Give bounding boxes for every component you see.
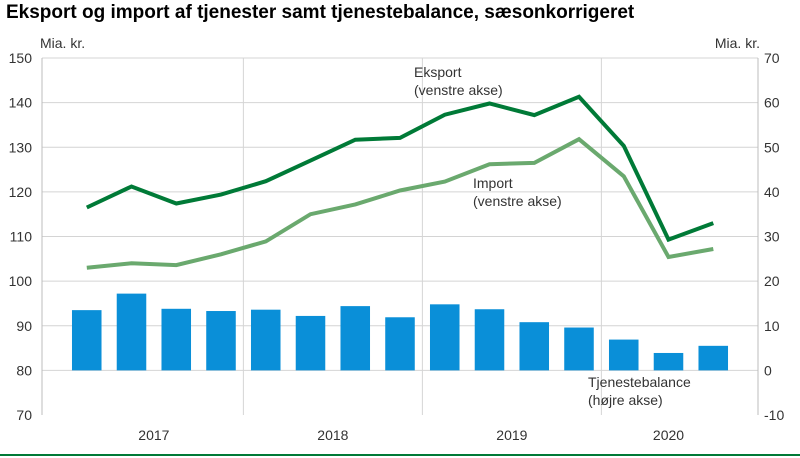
bar-series: [71, 293, 729, 371]
year-label: 2018: [317, 427, 348, 443]
left-tick-label: 130: [9, 139, 33, 155]
balance-bar: [519, 322, 550, 371]
balance-bar: [474, 309, 505, 371]
balance-bar: [340, 306, 371, 371]
year-label: 2017: [138, 427, 169, 443]
right-tick-label: 60: [764, 95, 780, 111]
left-tick-label: 90: [16, 318, 32, 334]
right-tick-label: 0: [764, 362, 772, 378]
left-tick-label: 70: [16, 407, 32, 423]
balance-bar: [295, 315, 326, 371]
left-axis-unit: Mia. kr.: [40, 35, 85, 51]
balance-bar: [429, 304, 460, 371]
right-axis-unit: Mia. kr.: [715, 35, 760, 51]
eksport-line: [85, 94, 714, 243]
left-tick-label: 110: [10, 229, 33, 245]
balance-bar: [653, 352, 684, 371]
balance-bar: [608, 339, 639, 371]
year-label: 2019: [496, 427, 527, 443]
right-tick-label: 30: [764, 229, 780, 245]
balance-bar: [564, 327, 594, 371]
balance-bar: [161, 308, 192, 371]
balance-bar: [385, 317, 415, 371]
balance-bar: [71, 310, 102, 371]
annotations: Eksport (venstre akse) Import (venstre akse…: [414, 64, 691, 408]
left-tick-label: 150: [9, 50, 33, 66]
year-label: 2020: [653, 427, 684, 443]
balance-axis-note: (højre akse): [588, 392, 663, 408]
left-tick-label: 120: [9, 184, 33, 200]
right-tick-label: 50: [764, 139, 780, 155]
right-tick-label: 20: [764, 273, 780, 289]
right-tick-label: 10: [764, 318, 780, 334]
line-series: [85, 94, 714, 270]
balance-label: Tjenestebalance: [588, 374, 691, 390]
eksport-axis-note: (venstre akse): [414, 82, 503, 98]
balance-bar: [116, 293, 147, 371]
balance-bar: [250, 309, 281, 371]
balance-bar: [698, 345, 729, 371]
right-tick-label: -10: [764, 407, 784, 423]
right-tick-label: 70: [764, 50, 780, 66]
eksport-label: Eksport: [414, 64, 462, 80]
chart-title: Eksport og import af tjenester samt tjen…: [6, 2, 635, 23]
import-label: Import: [473, 175, 513, 191]
axes: 70 80 90 100 110 120 130 140 150 -10 0 10 20 30 40 50 60…: [0, 35, 800, 456]
import-line: [86, 136, 714, 270]
left-tick-label: 100: [9, 273, 33, 289]
right-tick-label: 40: [764, 184, 780, 200]
left-tick-label: 140: [9, 95, 33, 111]
balance-bar: [206, 311, 236, 371]
left-tick-label: 80: [16, 362, 32, 378]
import-axis-note: (venstre akse): [473, 193, 562, 209]
